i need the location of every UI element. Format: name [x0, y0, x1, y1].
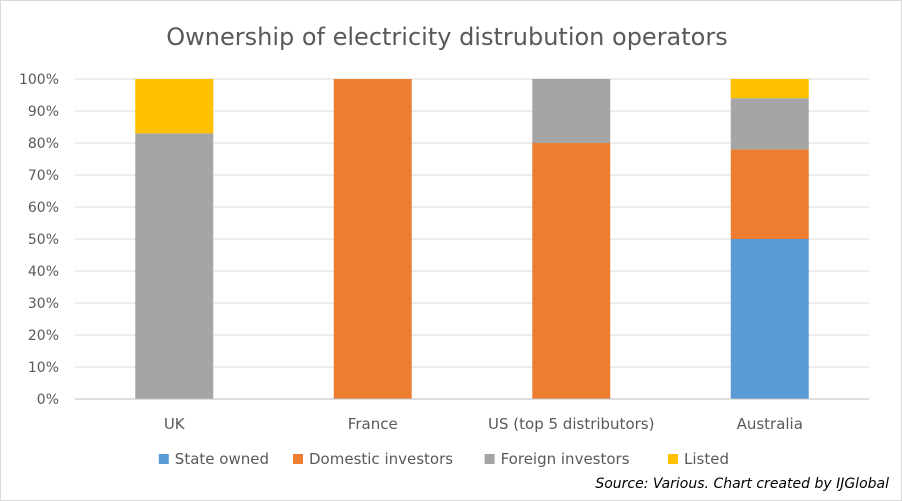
bar-segment: [532, 143, 611, 399]
y-tick-label: 40%: [28, 264, 59, 280]
y-tick-label: 30%: [28, 296, 59, 312]
chart-title: Ownership of electricity distrubution op…: [166, 23, 727, 51]
bar-segment: [730, 149, 809, 239]
bar-segment: [333, 79, 412, 399]
source-note: Source: Various. Chart created by IJGlob…: [595, 476, 889, 492]
legend-swatch: [293, 454, 303, 464]
legend: State owned Domestic investors Foreign inv…: [158, 450, 729, 468]
bars: [135, 79, 809, 399]
y-tick-label: 50%: [28, 232, 59, 248]
legend-swatch: [158, 454, 169, 464]
legend-swatch: [668, 454, 678, 464]
x-tick-label: Australia: [737, 415, 803, 433]
y-tick-label: 80%: [28, 136, 59, 152]
bar-segment: [532, 79, 611, 143]
y-tick-label: 60%: [28, 200, 59, 216]
x-tick-label: UK: [164, 415, 186, 433]
bar-segment: [135, 133, 214, 399]
y-tick-label: 70%: [28, 168, 59, 184]
y-tick-label: 10%: [28, 360, 59, 376]
y-axis: 0% 10% 20% 30% 40% 50% 60% 70% 80% 90% 100%: [19, 72, 59, 408]
legend-label: Domestic investors: [309, 450, 453, 468]
legend-label: Foreign investors: [501, 450, 630, 468]
bar-segment: [730, 98, 809, 150]
bar-segment: [135, 79, 214, 134]
x-tick-label: France: [348, 415, 398, 433]
legend-swatch: [484, 454, 495, 464]
y-tick-label: 100%: [19, 72, 59, 88]
bar-segment: [730, 239, 809, 399]
y-tick-label: 0%: [37, 392, 59, 408]
x-tick-label: US (top 5 distributors): [488, 415, 654, 433]
y-tick-label: 20%: [28, 328, 59, 344]
x-axis: UK France US (top 5 distributors) Australia: [75, 398, 869, 433]
bar-segment: [730, 79, 809, 99]
y-tick-label: 90%: [28, 104, 59, 120]
legend-label: Listed: [684, 450, 729, 468]
legend-label: State owned: [175, 450, 269, 468]
